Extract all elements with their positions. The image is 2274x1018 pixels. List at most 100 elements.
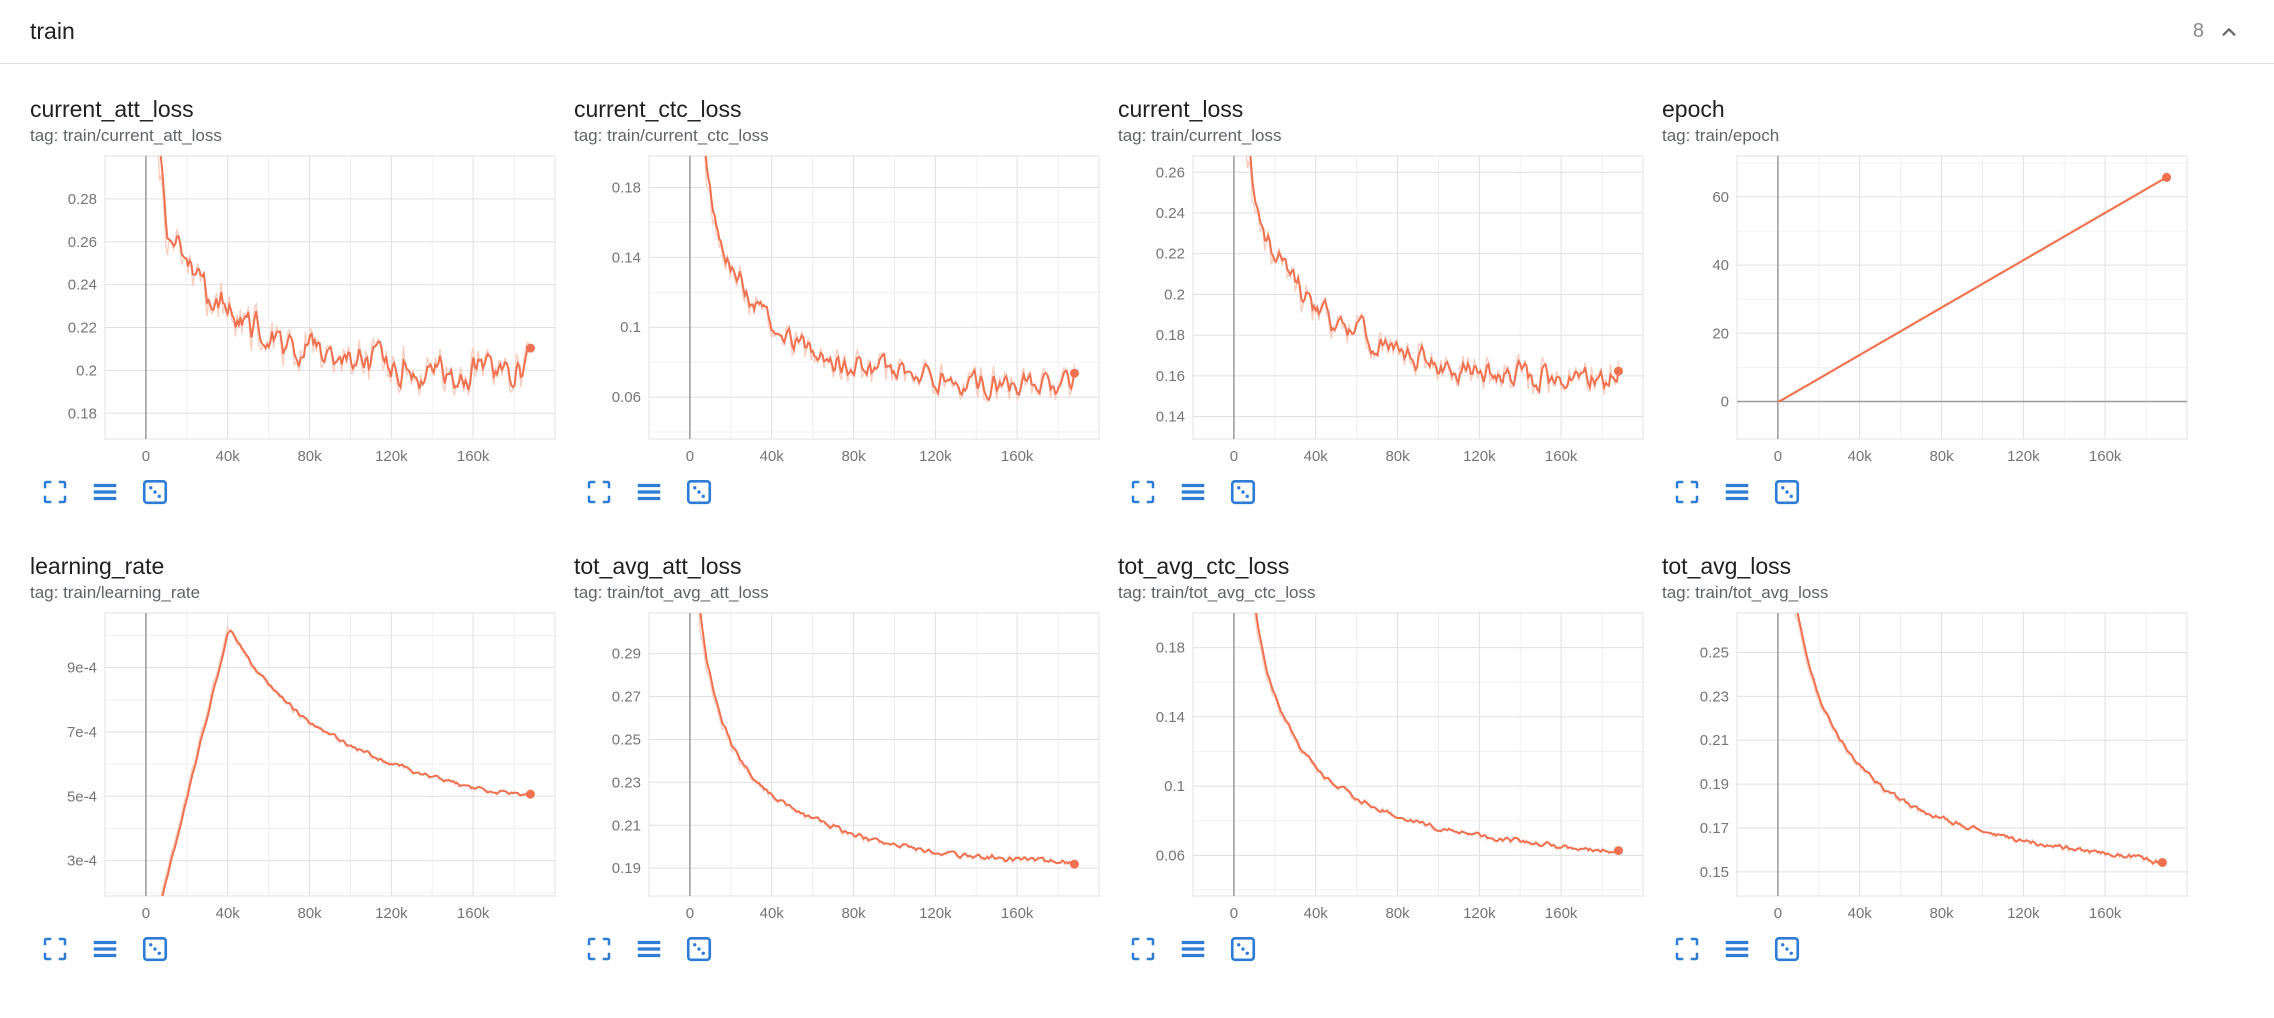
svg-text:0: 0 xyxy=(1774,905,1782,922)
svg-text:0.14: 0.14 xyxy=(1156,709,1185,726)
svg-text:40k: 40k xyxy=(216,905,241,922)
svg-text:80k: 80k xyxy=(841,905,866,922)
fullscreen-icon xyxy=(587,937,611,961)
collapse-section-button[interactable] xyxy=(2214,17,2244,47)
fullscreen-icon xyxy=(1131,480,1155,504)
fit-domain-button[interactable] xyxy=(1772,477,1802,507)
toggle-data-table-button[interactable] xyxy=(634,934,664,964)
svg-text:0: 0 xyxy=(1774,448,1782,465)
chart-tag: tag: train/tot_avg_att_loss xyxy=(574,583,769,602)
toggle-data-table-button[interactable] xyxy=(1178,477,1208,507)
fit-domain-button[interactable] xyxy=(684,934,714,964)
svg-text:0.18: 0.18 xyxy=(1156,327,1185,344)
card-toolbar xyxy=(1672,934,2192,964)
fullscreen-icon xyxy=(1131,937,1155,961)
expand-card-button[interactable] xyxy=(1672,934,1702,964)
svg-text:60: 60 xyxy=(1712,189,1729,206)
svg-text:0.23: 0.23 xyxy=(1700,688,1729,705)
toggle-data-table-button[interactable] xyxy=(1722,934,1752,964)
svg-text:0.19: 0.19 xyxy=(612,860,641,877)
run-section-header: train 8 xyxy=(0,0,2274,64)
expand-card-button[interactable] xyxy=(584,934,614,964)
svg-text:40k: 40k xyxy=(1304,448,1329,465)
svg-text:0.14: 0.14 xyxy=(612,249,641,266)
svg-text:160k: 160k xyxy=(2089,448,2122,465)
svg-text:40k: 40k xyxy=(1848,448,1873,465)
svg-text:0: 0 xyxy=(686,448,694,465)
expand-card-button[interactable] xyxy=(1128,934,1158,964)
card-toolbar xyxy=(584,934,1104,964)
fit-domain-icon xyxy=(1230,936,1256,962)
expand-card-button[interactable] xyxy=(40,477,70,507)
chart-title: current_att_loss xyxy=(30,96,194,122)
chart-card-current-ctc-loss: current_ctc_loss tag: train/current_ctc_… xyxy=(574,96,1104,507)
svg-text:40k: 40k xyxy=(760,448,785,465)
data-lines-icon xyxy=(93,483,117,501)
data-lines-icon xyxy=(637,940,661,958)
svg-text:0.18: 0.18 xyxy=(1156,640,1185,657)
expand-card-button[interactable] xyxy=(40,934,70,964)
section-header-right: 8 xyxy=(2193,17,2244,47)
svg-text:80k: 80k xyxy=(841,448,866,465)
svg-text:5e-4: 5e-4 xyxy=(67,788,97,805)
svg-text:40: 40 xyxy=(1712,257,1729,274)
expand-card-button[interactable] xyxy=(1128,477,1158,507)
toggle-data-table-button[interactable] xyxy=(634,477,664,507)
fullscreen-icon xyxy=(1675,480,1699,504)
line-chart[interactable]: 0 40k 80k 120k 160k 0.19 0.21 0.23 0.25 0.27 0.29 xyxy=(574,611,1104,926)
chart-title: tot_avg_loss xyxy=(1662,553,1792,579)
svg-text:0.15: 0.15 xyxy=(1700,864,1729,881)
chart-tag: tag: train/epoch xyxy=(1662,126,1780,145)
svg-text:0.14: 0.14 xyxy=(1156,409,1185,426)
svg-text:0: 0 xyxy=(1230,905,1238,922)
fit-domain-icon xyxy=(142,936,168,962)
line-chart[interactable]: 0 40k 80k 120k 160k 0.18 0.2 0.22 0.24 0.26 0.28 xyxy=(30,154,560,469)
svg-text:120k: 120k xyxy=(375,905,408,922)
svg-text:9e-4: 9e-4 xyxy=(67,660,97,677)
svg-text:120k: 120k xyxy=(2007,905,2040,922)
card-toolbar xyxy=(40,477,560,507)
fit-domain-icon xyxy=(686,479,712,505)
svg-text:0.06: 0.06 xyxy=(1156,847,1185,864)
svg-text:120k: 120k xyxy=(1463,905,1496,922)
chart-title: tot_avg_ctc_loss xyxy=(1118,553,1290,579)
line-chart[interactable]: 0 40k 80k 120k 160k 0.06 0.1 0.14 0.18 xyxy=(1118,611,1648,926)
svg-text:0.21: 0.21 xyxy=(612,817,641,834)
fit-domain-button[interactable] xyxy=(1228,477,1258,507)
line-chart[interactable]: 0 40k 80k 120k 160k 0 20 40 60 xyxy=(1662,154,2192,469)
svg-text:0.27: 0.27 xyxy=(612,689,641,706)
svg-text:3e-4: 3e-4 xyxy=(67,853,97,870)
fit-domain-button[interactable] xyxy=(684,477,714,507)
chart-tag: tag: train/tot_avg_loss xyxy=(1662,583,1829,602)
toggle-data-table-button[interactable] xyxy=(1722,477,1752,507)
svg-text:80k: 80k xyxy=(1929,905,1954,922)
fit-domain-button[interactable] xyxy=(1772,934,1802,964)
card-count: 8 xyxy=(2192,20,2204,42)
fit-domain-button[interactable] xyxy=(140,477,170,507)
toggle-data-table-button[interactable] xyxy=(90,934,120,964)
line-chart[interactable]: 0 40k 80k 120k 160k 0.06 0.1 0.14 0.18 xyxy=(574,154,1104,469)
svg-text:80k: 80k xyxy=(1385,448,1410,465)
section-title: train xyxy=(30,18,75,44)
fit-domain-button[interactable] xyxy=(140,934,170,964)
toggle-data-table-button[interactable] xyxy=(1178,934,1208,964)
svg-text:0.22: 0.22 xyxy=(68,320,97,337)
data-lines-icon xyxy=(1181,940,1205,958)
line-chart[interactable]: 0 40k 80k 120k 160k 3e-4 5e-4 7e-4 9e-4 xyxy=(30,611,560,926)
expand-card-button[interactable] xyxy=(584,477,614,507)
line-chart[interactable]: 0 40k 80k 120k 160k 0.15 0.17 0.19 0.21 0.23 0.25 xyxy=(1662,611,2192,926)
fit-domain-icon xyxy=(1774,479,1800,505)
chart-title: epoch xyxy=(1662,96,1725,122)
svg-text:80k: 80k xyxy=(297,905,322,922)
line-chart[interactable]: 0 40k 80k 120k 160k 0.14 0.16 0.18 0.2 0.22 0.24 0.… xyxy=(1118,154,1648,469)
card-toolbar xyxy=(1128,477,1648,507)
chart-title: current_loss xyxy=(1118,96,1244,122)
svg-text:0: 0 xyxy=(1230,448,1238,465)
chart-card-tot-avg-ctc-loss: tot_avg_ctc_loss tag: train/tot_avg_ctc_… xyxy=(1118,553,1648,964)
toggle-data-table-button[interactable] xyxy=(90,477,120,507)
svg-text:0.18: 0.18 xyxy=(68,405,97,422)
svg-text:40k: 40k xyxy=(216,448,241,465)
expand-card-button[interactable] xyxy=(1672,477,1702,507)
svg-text:0.16: 0.16 xyxy=(1156,368,1185,385)
fit-domain-button[interactable] xyxy=(1228,934,1258,964)
